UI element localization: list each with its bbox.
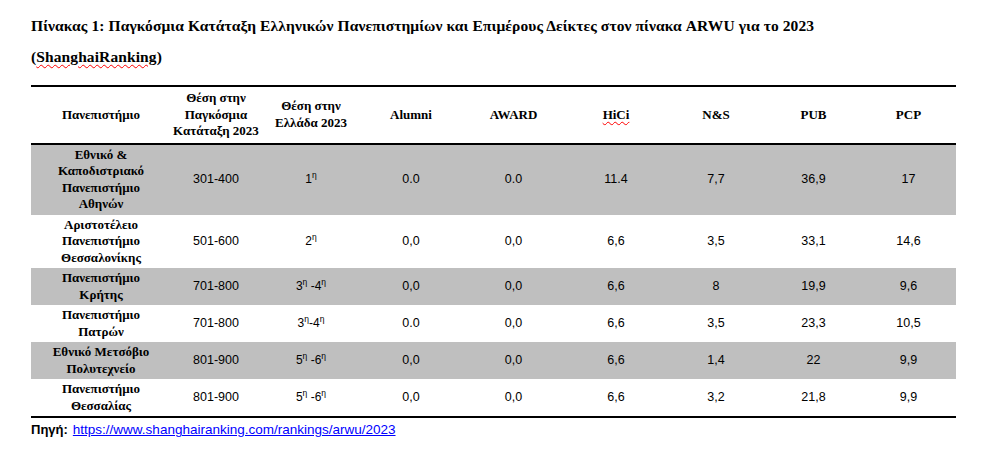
university-name: Πανεπιστήμιο Κρήτης [31,268,171,305]
pub-cell: 19,9 [766,268,861,305]
university-name: Αριστοτέλειο Πανεπιστήμιο Θεσσαλονίκης [31,215,171,269]
column-header-label: PCP [896,107,921,122]
award-cell: 0,0 [461,268,566,305]
university-name: Εθνικό & Καποδιστριακό Πανεπιστήμιο Αθην… [31,144,171,215]
university-name: Πανεπιστήμιο Θεσσαλίας [31,379,171,417]
alumni-cell: 0,0 [361,268,461,305]
greece-rank-cell: 5η -6η [261,379,361,417]
greece-rank-cell: 2η [261,215,361,269]
hici-cell: 6,6 [566,342,666,379]
award-cell: 0,0 [461,379,566,417]
ns-cell: 3,5 [666,215,766,269]
alumni-cell: 0.0 [361,144,461,215]
table-header: Πανεπιστήμιο Θέση στην Παγκόσμια Κατάταξη… [31,86,956,144]
source-label: Πηγή: [31,422,68,437]
world-rank-cell: 701-800 [171,305,261,342]
header-row: Πανεπιστήμιο Θέση στην Παγκόσμια Κατάταξη… [31,86,956,144]
column-header: Θέση στην Παγκόσμια Κατάταξη 2023 [171,86,261,144]
arwu-ranking-table: Πανεπιστήμιο Θέση στην Παγκόσμια Κατάταξη… [31,85,956,418]
world-rank-cell: 801-900 [171,342,261,379]
ns-cell: 3,5 [666,305,766,342]
hici-cell: 6,6 [566,379,666,417]
column-header: Alumni [361,86,461,144]
caption-line-1: Πίνακας 1: Παγκόσμια Κατάταξη Ελληνικών … [31,10,955,41]
column-header-label: Θέση στην Παγκόσμια Κατάταξη 2023 [173,90,259,138]
hici-cell: 6,6 [566,268,666,305]
world-rank-cell: 801-900 [171,379,261,417]
hici-cell: 6,6 [566,305,666,342]
alumni-cell: 0,0 [361,379,461,417]
column-header: PCP [861,86,956,144]
hici-cell: 6,6 [566,215,666,269]
university-name: Πανεπιστήμιο Πατρών [31,305,171,342]
university-row: Εθνικό Μετσόβιο Πολυτεχνείο801-9005η -6η… [31,342,956,379]
award-cell: 0,0 [461,305,566,342]
table-caption: Πίνακας 1: Παγκόσμια Κατάταξη Ελληνικών … [31,10,955,72]
university-row: Πανεπιστήμιο Κρήτης701-8003η -4η0,00,06,… [31,268,956,305]
pcp-cell: 9,6 [861,268,956,305]
greece-rank-cell: 3η-4η [261,305,361,342]
pub-cell: 21,8 [766,379,861,417]
alumni-cell: 0,0 [361,215,461,269]
column-header-label: Πανεπιστήμιο [62,107,140,122]
pub-cell: 33,1 [766,215,861,269]
ns-cell: 3,2 [666,379,766,417]
column-header-label: N&S [702,107,729,122]
university-row: Πανεπιστήμιο Θεσσαλίας801-9005η -6η0,00,… [31,379,956,417]
world-rank-cell: 701-800 [171,268,261,305]
caption-paren-close: ) [157,48,162,65]
source-line: Πηγή: https://www.shanghairanking.com/ran… [31,422,955,437]
alumni-cell: 0.0 [361,305,461,342]
pub-cell: 36,9 [766,144,861,215]
greece-rank-cell: 5η -6η [261,342,361,379]
greece-rank-cell: 3η -4η [261,268,361,305]
world-rank-cell: 301-400 [171,144,261,215]
column-header: N&S [666,86,766,144]
award-cell: 0,0 [461,215,566,269]
ns-cell: 8 [666,268,766,305]
pcp-cell: 9,9 [861,379,956,417]
column-header: Πανεπιστήμιο [31,86,171,144]
column-header-label: HiCi [603,107,630,122]
world-rank-cell: 501-600 [171,215,261,269]
pcp-cell: 17 [861,144,956,215]
university-row: Αριστοτέλειο Πανεπιστήμιο Θεσσαλονίκης50… [31,215,956,269]
hici-cell: 11.4 [566,144,666,215]
caption-text: Πίνακας 1: Παγκόσμια Κατάταξη Ελληνικών … [31,17,814,34]
table-body: Εθνικό & Καποδιστριακό Πανεπιστήμιο Αθην… [31,144,956,418]
university-row: Εθνικό & Καποδιστριακό Πανεπιστήμιο Αθην… [31,144,956,215]
caption-line-2: (ShanghaiRanking) [31,41,955,72]
column-header: Θέση στην Ελλάδα 2023 [261,86,361,144]
greece-rank-cell: 1η [261,144,361,215]
column-header: HiCi [566,86,666,144]
award-cell: 0,0 [461,342,566,379]
ns-cell: 7,7 [666,144,766,215]
column-header: PUB [766,86,861,144]
award-cell: 0.0 [461,144,566,215]
ns-cell: 1,4 [666,342,766,379]
alumni-cell: 0,0 [361,342,461,379]
pub-cell: 22 [766,342,861,379]
column-header-label: Θέση στην Ελλάδα 2023 [275,98,347,130]
pcp-cell: 10,5 [861,305,956,342]
university-name: Εθνικό Μετσόβιο Πολυτεχνείο [31,342,171,379]
pcp-cell: 14,6 [861,215,956,269]
column-header-label: Alumni [390,107,432,122]
source-link[interactable]: https://www.shanghairanking.com/rankings… [73,422,396,437]
caption-shanghairanking-word: ShanghaiRanking [36,48,156,65]
university-row: Πανεπιστήμιο Πατρών701-8003η-4η0.00,06,6… [31,305,956,342]
document-page: Πίνακας 1: Παγκόσμια Κατάταξη Ελληνικών … [0,0,985,437]
column-header: AWARD [461,86,566,144]
column-header-label: PUB [801,107,827,122]
pcp-cell: 9,9 [861,342,956,379]
column-header-label: AWARD [490,107,538,122]
pub-cell: 23,3 [766,305,861,342]
